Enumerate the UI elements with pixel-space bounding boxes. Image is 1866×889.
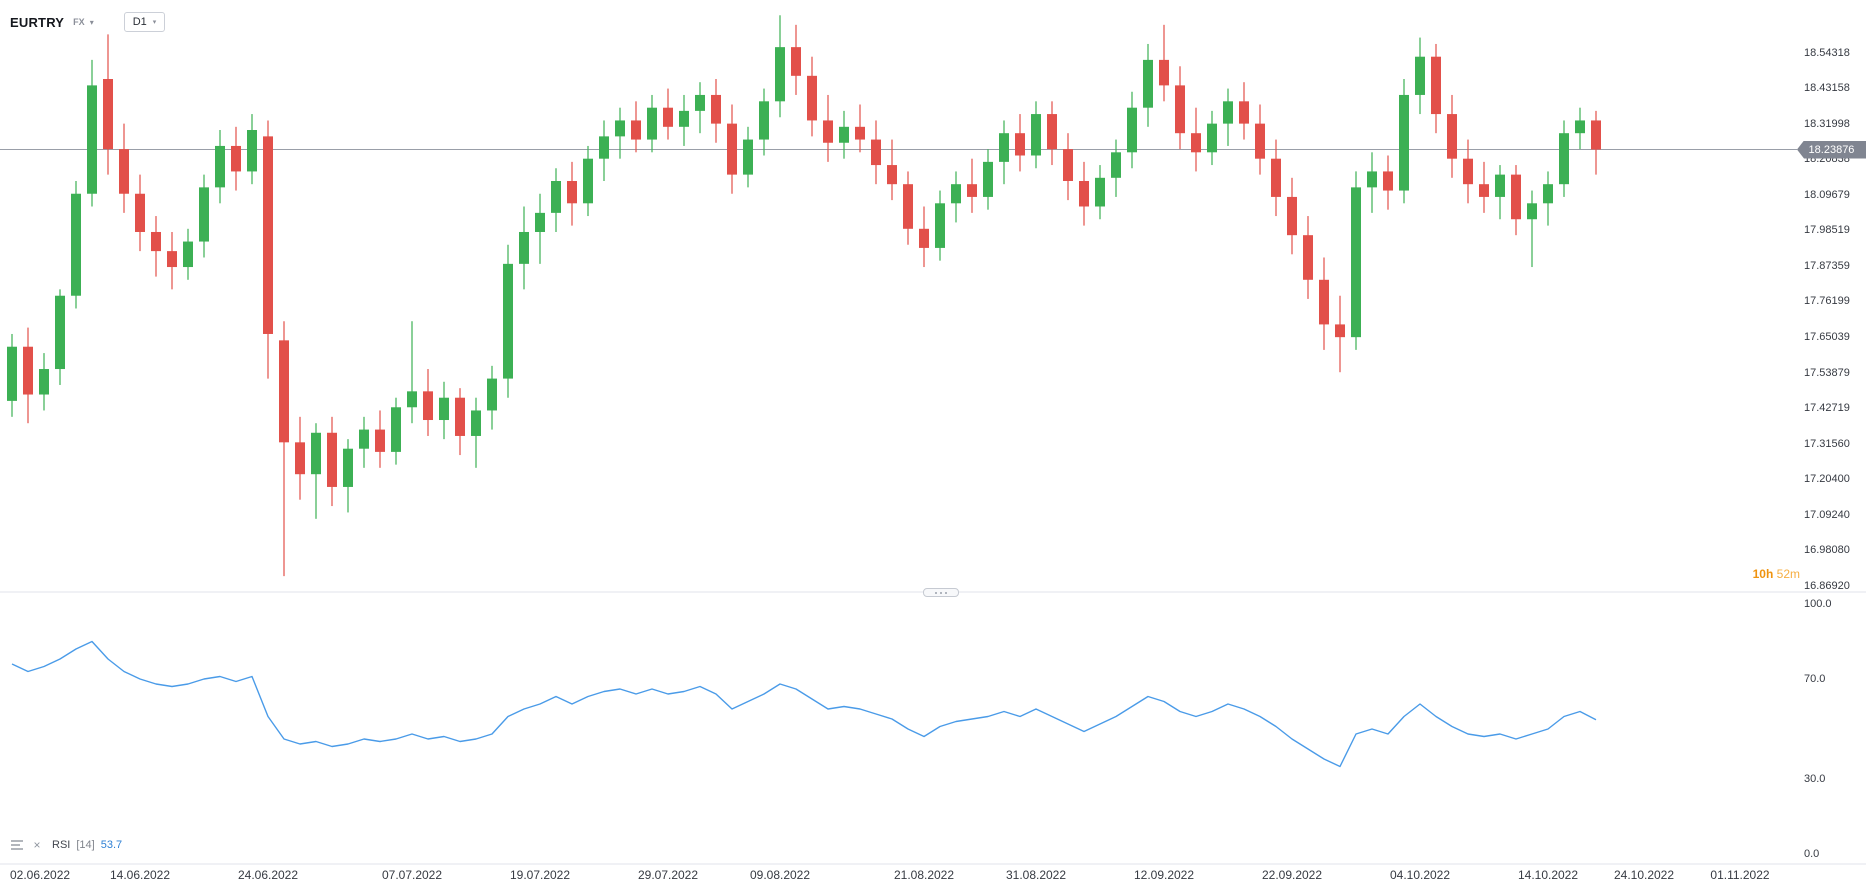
time-axis-label: 24.10.2022 <box>1613 868 1675 882</box>
time-axis-label: 09.08.2022 <box>749 868 811 882</box>
time-axis-label: 24.06.2022 <box>237 868 299 882</box>
time-axis-label: 14.10.2022 <box>1517 868 1579 882</box>
price-axis-label: 16.98080 <box>1804 544 1850 557</box>
symbol-name[interactable]: EURTRY <box>10 14 65 30</box>
indicator-value: 53.7 <box>100 839 123 851</box>
price-axis-label: 17.98519 <box>1804 224 1850 237</box>
price-axis-label: 17.09240 <box>1804 508 1850 521</box>
timeframe-dropdown[interactable]: D1 ▾ <box>123 12 166 32</box>
price-axis-label: 17.20400 <box>1804 473 1850 486</box>
time-axis-label: 31.08.2022 <box>1005 868 1067 882</box>
price-axis-label: 16.86920 <box>1804 580 1850 592</box>
current-price-badge: 18.23876 <box>1797 140 1866 159</box>
candlestick-series <box>7 15 1601 577</box>
time-axis-label: 02.06.2022 <box>10 868 71 882</box>
chart-legend: EURTRY FX ▾ D1 ▾ <box>10 12 166 32</box>
chevron-down-icon[interactable]: ▾ <box>89 17 94 27</box>
time-axis-label: 04.10.2022 <box>1389 868 1451 882</box>
price-axis-label: 17.42719 <box>1804 402 1850 415</box>
time-axis-label: 12.09.2022 <box>1133 868 1195 882</box>
rsi-axis-label: 30.0 <box>1804 773 1826 785</box>
indicator-close-icon[interactable]: × <box>33 838 41 852</box>
time-axis-label: 29.07.2022 <box>637 868 699 882</box>
rsi-axis-label: 70.0 <box>1804 673 1826 685</box>
price-axis-label: 17.76199 <box>1804 295 1850 308</box>
timeframe-value: D1 <box>132 16 147 28</box>
countdown-minutes: 52m <box>1776 567 1800 581</box>
price-axis-label: 17.53879 <box>1804 366 1850 379</box>
indicator-legend: × RSI [14] 53.7 <box>10 838 122 852</box>
indicator-name: RSI <box>52 839 71 851</box>
panel-separators <box>0 591 1866 865</box>
current-price-value: 18.23876 <box>1808 143 1855 156</box>
panel-resize-handle[interactable] <box>923 588 959 597</box>
price-axis-label: 17.31560 <box>1804 437 1850 450</box>
rsi-axis-label: 0.0 <box>1804 848 1820 860</box>
market-label: FX <box>73 17 85 27</box>
price-axis-label: 18.43158 <box>1804 82 1850 95</box>
time-axis-label: 07.07.2022 <box>381 868 443 882</box>
indicator-settings-icon[interactable] <box>10 838 24 852</box>
rsi-series <box>11 640 1597 768</box>
price-axis-label: 18.09679 <box>1804 188 1850 201</box>
time-axis-label: 01.11.2022 <box>1710 868 1770 882</box>
candle-close-countdown: 10h 52m <box>1600 567 1800 581</box>
price-axis-label: 18.31998 <box>1804 117 1850 130</box>
price-axis-label: 17.65039 <box>1804 331 1850 344</box>
countdown-hours: 10h <box>1752 567 1774 581</box>
time-axis-label: 22.09.2022 <box>1261 868 1323 882</box>
time-axis-label: 19.07.2022 <box>509 868 571 882</box>
time-axis-label: 21.08.2022 <box>893 868 955 882</box>
rsi-axis-label: 100.0 <box>1804 598 1832 610</box>
price-axis-label: 18.54318 <box>1804 46 1850 59</box>
indicator-params: [14] <box>76 839 95 851</box>
price-axis-label: 17.87359 <box>1804 259 1850 272</box>
time-axis-label: 14.06.2022 <box>109 868 171 882</box>
chevron-down-icon: ▾ <box>152 19 157 26</box>
